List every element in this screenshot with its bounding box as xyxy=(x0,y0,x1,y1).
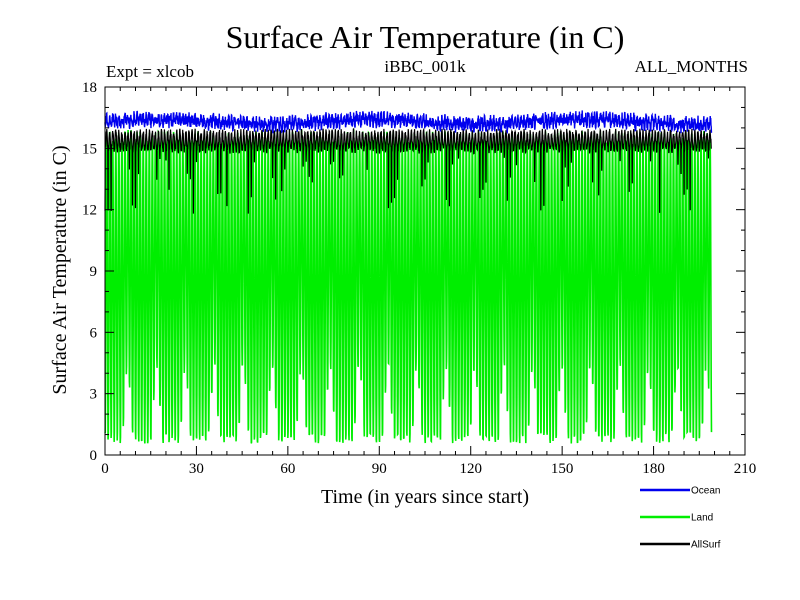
series-line-ocean xyxy=(104,110,713,135)
chart-title: Surface Air Temperature (in C) xyxy=(226,19,625,55)
x-tick-label: 0 xyxy=(101,461,109,477)
months-label: ALL_MONTHS xyxy=(635,57,748,76)
y-axis-label: Surface Air Temperature (in C) xyxy=(49,145,71,394)
legend-label-ocean: Ocean xyxy=(691,486,720,497)
experiment-label: Expt = xlcob xyxy=(106,62,194,81)
legend: Ocean Land AllSurf xyxy=(640,486,721,551)
series-layer xyxy=(104,110,713,444)
x-tick-label: 60 xyxy=(280,461,295,477)
x-tick-label: 210 xyxy=(734,461,757,477)
y-tick-label: 18 xyxy=(82,80,97,96)
x-axis-label: Time (in years since start) xyxy=(321,486,529,508)
y-tick-label: 15 xyxy=(82,141,97,157)
x-tick-label: 180 xyxy=(642,461,665,477)
y-tick-label: 9 xyxy=(90,264,98,280)
axes: 0 30 60 90 120 150 180 210 0 3 6 9 12 15 18 xyxy=(82,80,756,477)
series-line-land xyxy=(104,129,713,444)
y-tick-label: 3 xyxy=(90,387,98,403)
legend-label-land: Land xyxy=(691,513,713,524)
x-tick-label: 90 xyxy=(372,461,387,477)
y-tick-label: 6 xyxy=(90,325,98,341)
x-tick-label: 120 xyxy=(459,461,482,477)
y-tick-label: 12 xyxy=(82,203,97,219)
series-line-allsurf xyxy=(104,127,713,214)
x-tick-label: 30 xyxy=(189,461,204,477)
y-tick-label: 0 xyxy=(90,448,98,464)
run-id-label: iBBC_001k xyxy=(384,57,466,76)
x-tick-label: 150 xyxy=(551,461,574,477)
legend-label-allsurf: AllSurf xyxy=(691,540,721,551)
